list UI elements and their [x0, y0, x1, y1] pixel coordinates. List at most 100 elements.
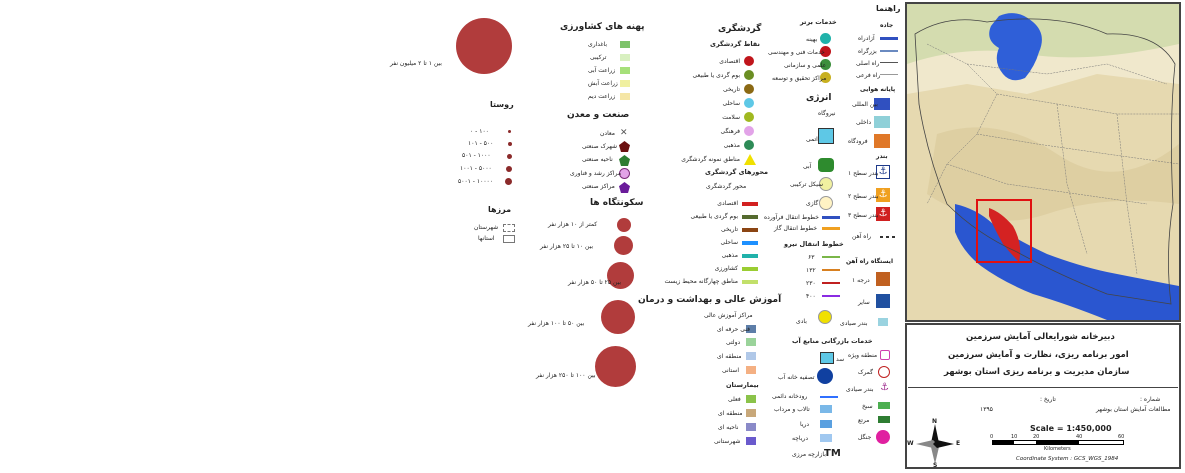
- agri-label-2: ترکیبی: [590, 54, 607, 61]
- road-main-symbol: [880, 62, 898, 63]
- customs-label: گمرک: [858, 369, 874, 376]
- port-label-1: بندر سطح ۱: [848, 170, 879, 177]
- energy-title: انرژی: [806, 93, 832, 103]
- rail-station-grade1-icon: [876, 272, 890, 286]
- wetland-symbol: [820, 405, 832, 413]
- settlement-label-3: بین ۲۵ تا ۵۰ هزار نفر: [568, 279, 622, 286]
- tourism-point-icon-6: [744, 126, 754, 136]
- service-label-4: مراکز تحقیق و توسعه: [772, 75, 827, 82]
- scale-unit: Kilometers: [1044, 446, 1071, 452]
- rail-title: راه آهن: [852, 233, 872, 240]
- tourism-point-icon-7: [744, 140, 754, 150]
- tourism-point-icon-2: [744, 70, 754, 80]
- forest-symbol: [876, 430, 890, 444]
- energy-label-2: آبی: [803, 163, 812, 170]
- energy-label-5: خطوط انتقال فرآورده: [764, 214, 819, 221]
- settlement-circle-3: [607, 262, 634, 289]
- tourism-point-icon-5: [744, 112, 754, 122]
- hospital-symbol-1: [746, 395, 756, 403]
- scale-tick-20: 20: [1033, 434, 1040, 440]
- swamp-label: سبخ: [862, 403, 873, 410]
- pasture-label: مرتع: [858, 417, 870, 424]
- airport-label-3: فرودگاه: [848, 138, 868, 145]
- border-county-label: شهرستان: [474, 224, 499, 231]
- energy-label-1: اتمی: [806, 136, 818, 143]
- agri-symbol-1: [620, 41, 630, 48]
- edu-symbol-4: [746, 366, 756, 374]
- hospital-label-3: ناحیه ای: [718, 424, 739, 431]
- education-sub: مراکز آموزش عالی: [704, 312, 753, 319]
- airport-label-1: بین المللی: [852, 101, 878, 108]
- hydro-plant-icon: [818, 158, 834, 172]
- tourism-points-title: نقاط گردشگری: [710, 40, 760, 48]
- rural-label-2: ۵۰۰ - ۱۰۱: [468, 140, 494, 147]
- power-132-symbol: [822, 269, 840, 271]
- settlement-circle-5: [595, 346, 636, 387]
- tourism-title: گردشگری: [718, 24, 762, 34]
- tourism-axis-symbol-5: [742, 254, 758, 258]
- hospital-label-4: شهرستانی: [714, 438, 741, 445]
- rural-dot-1: [508, 130, 511, 133]
- edu-label-1: فنی حرفه ای: [717, 326, 750, 333]
- fishing-harbor-label: بندر صیادی: [846, 386, 874, 393]
- service-icon-1: [820, 33, 831, 44]
- title-meta-1: شماره :: [1140, 396, 1161, 403]
- roads-title: جاده: [880, 22, 894, 29]
- settlement-label-1: کمتر از ۱۰ هزار نفر: [548, 221, 598, 228]
- wind-plant-icon: [818, 310, 832, 324]
- port-level1-icon: ⚓: [876, 165, 890, 179]
- fishing-port-symbol: [878, 318, 888, 326]
- road-highway-symbol: [880, 50, 898, 52]
- road-label-2: بزرگراه: [858, 48, 877, 55]
- iran-map: [907, 4, 1179, 320]
- airport-title: پایانه هوایی: [860, 86, 896, 93]
- water-title: خدمات بازرگانی منابع آب: [792, 337, 873, 345]
- agri-title: پهنه های کشاورزی: [560, 22, 645, 32]
- agri-symbol-4: [620, 80, 630, 87]
- industry-label-2: شهرک صنعتی: [582, 143, 617, 150]
- fishing-harbor-icon: ⚓: [880, 382, 889, 393]
- scale-tick-40: 40: [1076, 434, 1083, 440]
- edu-label-2: دولتی: [726, 339, 741, 346]
- special-zone-label: منطقه ویژه: [848, 352, 878, 359]
- mine-icon: ✕: [620, 128, 628, 138]
- tourism-point-icon-8: [744, 154, 756, 165]
- tourism-axis-label-5: مذهبی: [721, 252, 738, 259]
- rural-title: روستا: [490, 100, 514, 109]
- settlement-circle-1: [617, 218, 631, 232]
- hospital-symbol-4: [746, 437, 756, 445]
- agri-symbol-2: [620, 54, 630, 61]
- compass-n: N: [932, 418, 938, 425]
- settlement-label-2: بین ۱۰ تا ۲۵ هزار نفر: [540, 243, 594, 250]
- title-meta-4: ۱۳۹۵: [980, 406, 993, 413]
- tm-label: بازارچه مرزی: [792, 451, 826, 458]
- edu-label-3: منطقه ای: [717, 353, 742, 360]
- gas-line-symbol: [822, 227, 840, 230]
- borders-title: مرزها: [488, 205, 512, 214]
- water-label-5: دریا: [800, 421, 810, 428]
- settlement-label-5: بین ۱۰۰ تا ۲۵۰ هزار نفر: [536, 372, 596, 379]
- border-county-symbol: [503, 224, 515, 232]
- power-400-symbol: [822, 295, 840, 297]
- tourism-axis-symbol-7: [742, 280, 758, 284]
- road-label-3: راه اصلی: [856, 60, 880, 67]
- title-line-1: دبیرخانه شورایعالی آمایش سرزمین: [966, 332, 1115, 342]
- edu-label-4: استانی: [722, 367, 740, 374]
- settlement-circle-2: [614, 236, 633, 255]
- settlements-title: سکونتگاه ها: [590, 198, 644, 208]
- title-line-3: سازمان مدیریت و برنامه ریزی استان بوشهر: [944, 367, 1130, 377]
- road-freeway-symbol: [880, 37, 898, 40]
- tourism-axis-symbol-4: [742, 241, 758, 245]
- industrial-town-icon: [619, 141, 630, 152]
- gas-plant-icon: [819, 196, 833, 210]
- title-meta-3: مطالعات آمایش استان بوشهر: [1096, 406, 1171, 413]
- tourism-point-icon-3: [744, 84, 754, 94]
- tourism-point-label-7: مذهبی: [723, 142, 740, 149]
- tourism-axis-label-7: مناطق چهارگانه محیط زیست: [664, 278, 738, 285]
- title-divider: [908, 387, 1178, 388]
- service-icon-3: [820, 59, 831, 70]
- title-meta-2: تاریخ :: [1040, 396, 1056, 403]
- road-label-1: آزادراه: [858, 35, 875, 42]
- services-title: خدمات برتر: [800, 18, 837, 26]
- border-province-symbol: [503, 235, 515, 243]
